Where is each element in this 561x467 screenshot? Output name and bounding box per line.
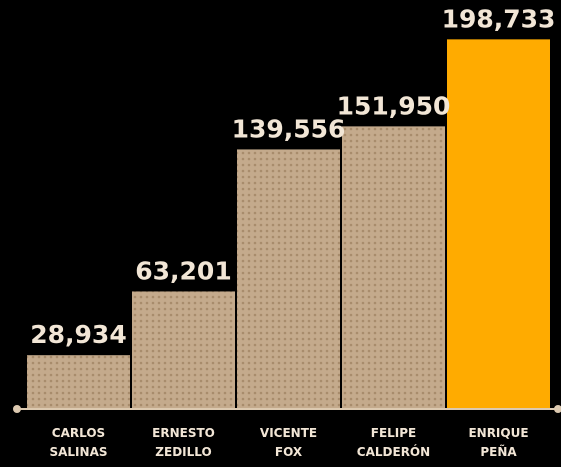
- category-labels: CARLOS SALINAS ERNESTO ZEDILLO VICENTE FOX FEL…: [49, 426, 528, 459]
- category-label-0-line-0: CARLOS: [52, 426, 105, 440]
- category-label-0-line-1: SALINAS: [49, 445, 107, 459]
- value-label-2: 139,556: [232, 114, 346, 143]
- bar-3: [342, 126, 445, 410]
- bar-4: [447, 39, 550, 409]
- value-label-4: 198,733: [442, 4, 556, 33]
- category-label-3-line-1: CALDERÓN: [357, 444, 430, 459]
- value-label-0: 28,934: [30, 320, 126, 349]
- category-label-2-line-0: VICENTE: [260, 426, 317, 440]
- axis-dot-1: [554, 405, 561, 413]
- category-label-4-line-0: ENRIQUE: [468, 426, 528, 440]
- value-label-1: 63,201: [135, 256, 231, 285]
- category-label-2-line-1: FOX: [275, 445, 303, 459]
- category-label-1-line-0: ERNESTO: [152, 426, 215, 440]
- category-label-3-line-0: FELIPE: [371, 426, 417, 440]
- bar-2: [237, 149, 340, 409]
- category-label-1-line-1: ZEDILLO: [155, 445, 211, 459]
- axis-dot-0: [13, 405, 21, 413]
- value-label-3: 151,950: [337, 91, 451, 120]
- x-axis-end-dots: [13, 405, 561, 413]
- category-label-4-line-1: PEÑA: [480, 444, 517, 459]
- bars-layer: [27, 39, 550, 410]
- bar-1: [132, 291, 235, 409]
- bar-0: [27, 355, 130, 409]
